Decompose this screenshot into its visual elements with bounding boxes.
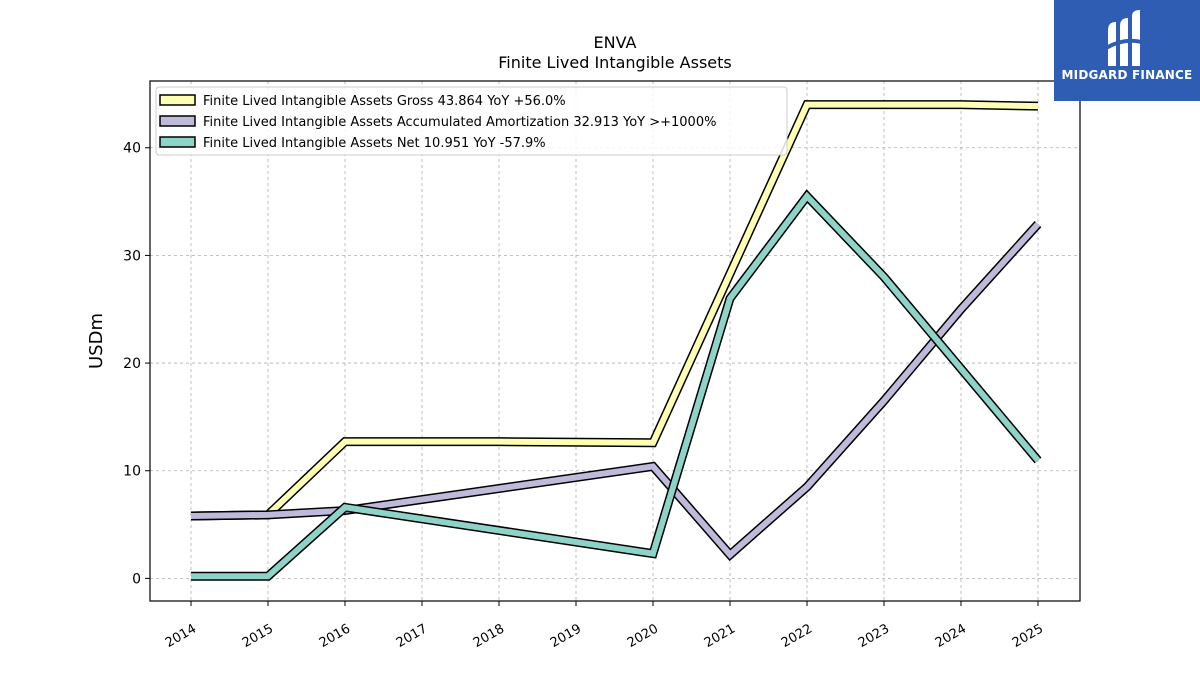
- y-tick-label: 30: [123, 248, 141, 264]
- plot-frame: [149, 80, 1081, 602]
- y-ticks: 0 10 20 30 40: [123, 141, 150, 587]
- x-tick-label: 2025: [1010, 621, 1046, 651]
- legend-label: Finite Lived Intangible Assets Accumulat…: [203, 115, 716, 130]
- series-3: [191, 189, 1042, 581]
- legend-label: Finite Lived Intangible Assets Net 10.95…: [203, 136, 546, 151]
- series-1: [190, 100, 1039, 521]
- chart-title: ENVA: [594, 33, 637, 52]
- x-tick-label: 2018: [471, 621, 507, 651]
- y-tick-label: 20: [123, 356, 141, 372]
- series-line: [190, 101, 1039, 519]
- x-tick-label: 2016: [317, 621, 353, 651]
- legend: Finite Lived Intangible Assets Gross 43.…: [155, 86, 788, 156]
- series-line-outline: [190, 221, 1042, 562]
- x-tick-label: 2022: [779, 621, 815, 651]
- x-tick-label: 2014: [163, 621, 199, 651]
- x-tick-label: 2024: [933, 621, 969, 651]
- logo-mark-icon: [1105, 10, 1149, 66]
- brand-logo: MIDGARD FINANCE: [1054, 0, 1200, 101]
- legend-box: [155, 86, 788, 156]
- legend-swatch: [159, 115, 196, 127]
- x-tick-label: 2017: [394, 621, 430, 651]
- series-line: [191, 191, 1041, 580]
- x-tick-label: 2015: [240, 621, 276, 651]
- chart-subtitle: Finite Lived Intangible Assets: [498, 53, 731, 72]
- x-tick-label: 2023: [856, 621, 892, 651]
- x-tick-label: 2021: [702, 621, 738, 651]
- legend-swatch: [159, 94, 196, 106]
- y-tick-label: 10: [123, 464, 141, 480]
- x-tick-label: 2020: [625, 621, 661, 651]
- legend-label: Finite Lived Intangible Assets Gross 43.…: [203, 94, 566, 109]
- y-tick-label: 40: [123, 141, 141, 157]
- series-line-outline: [191, 189, 1042, 581]
- logo-text: MIDGARD FINANCE: [1061, 68, 1193, 82]
- x-ticks: 2014 2015 2016 2017 2018 2019 2020 2021 2022 2023…: [163, 601, 1046, 651]
- series-layer: [190, 100, 1042, 581]
- x-tick-label: 2019: [548, 621, 584, 651]
- y-tick-label: 0: [132, 571, 141, 587]
- series-2: [190, 221, 1042, 562]
- series-line: [190, 222, 1041, 559]
- y-axis-label: USDm: [86, 313, 107, 369]
- legend-swatch: [159, 136, 196, 148]
